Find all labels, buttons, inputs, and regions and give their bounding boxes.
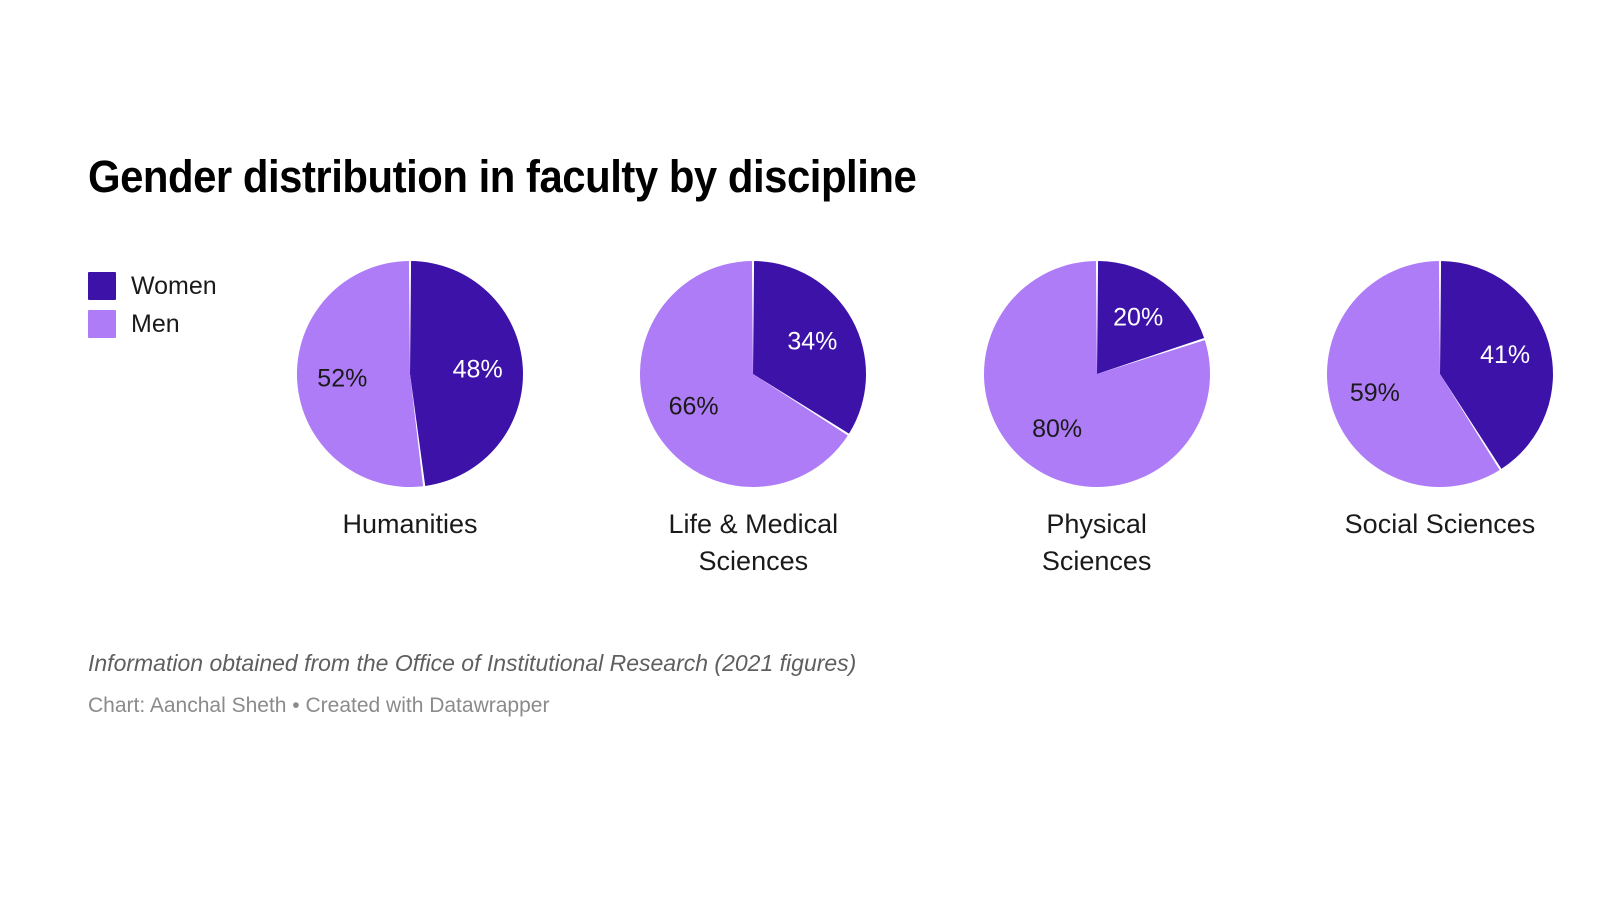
- pie-slice-value-label: 20%: [1113, 303, 1163, 331]
- pie-slice-women[interactable]: [1439, 261, 1553, 469]
- pie-slice-value-label: 52%: [317, 364, 367, 392]
- pie-slice-men[interactable]: [983, 261, 1210, 488]
- chart-legend: Women Men: [88, 272, 217, 338]
- pie-slice-men[interactable]: [1326, 261, 1500, 488]
- legend-item-women[interactable]: Women: [88, 272, 217, 300]
- legend-item-men[interactable]: Men: [88, 310, 217, 338]
- pie-chart-social-sciences[interactable]: 41% 59% Social Sciences: [1320, 258, 1560, 543]
- pie-category-label-line: Humanities: [342, 509, 478, 539]
- pie-category-label-line: Sciences: [1041, 545, 1152, 576]
- pie-chart-humanities[interactable]: 48% 52% Humanities: [290, 258, 530, 543]
- pie-slice-value-label: 66%: [669, 393, 719, 421]
- legend-swatch-icon: [88, 310, 116, 338]
- pie-category-label: Social Sciences: [1345, 506, 1536, 543]
- pie-category-label: Life & Medical Sciences: [669, 506, 839, 579]
- chart-credit: Chart: Aanchal Sheth • Created with Data…: [88, 694, 550, 717]
- pie-slice-value-label: 34%: [788, 327, 838, 355]
- pie-category-label: Physical Sciences: [1042, 506, 1152, 579]
- pie-slice-value-label: 80%: [1032, 415, 1082, 443]
- pie-category-label: Humanities: [342, 506, 477, 543]
- pie-chart-life-medical-sciences[interactable]: 34% 66% Life & Medical Sciences: [633, 258, 873, 579]
- legend-item-label: Women: [131, 272, 217, 300]
- pie-slice-women[interactable]: [753, 261, 867, 434]
- pie-category-label-line: Social Sciences: [1344, 509, 1536, 539]
- pie-graphic: 48% 52%: [294, 258, 526, 490]
- chart-notes: Information obtained from the Office of …: [88, 650, 857, 676]
- pie-category-label-line: Life & Medical: [668, 509, 839, 539]
- pie-slice-value-label: 41%: [1480, 341, 1530, 369]
- page-title: Gender distribution in faculty by discip…: [88, 151, 917, 202]
- legend-item-label: Men: [131, 310, 180, 338]
- pie-slice-women[interactable]: [410, 261, 523, 486]
- pie-slice-value-label: 59%: [1350, 379, 1400, 407]
- pie-category-label-line: Sciences: [698, 545, 809, 576]
- pie-category-label-line: Physical: [1046, 509, 1147, 539]
- pie-slice-women[interactable]: [1096, 261, 1204, 374]
- pie-graphic: 41% 59%: [1324, 258, 1556, 490]
- pie-graphic: 20% 80%: [981, 258, 1213, 490]
- pie-graphic: 34% 66%: [637, 258, 869, 490]
- pie-slice-men[interactable]: [296, 261, 424, 488]
- pie-slice-value-label: 48%: [453, 356, 503, 384]
- pie-chart-physical-sciences[interactable]: 20% 80% Physical Sciences: [977, 258, 1217, 579]
- legend-swatch-icon: [88, 272, 116, 300]
- pie-chart-row: 48% 52% Humanities 34% 66% Life & Medical Scie…: [290, 258, 1560, 579]
- pie-slice-men[interactable]: [640, 261, 849, 488]
